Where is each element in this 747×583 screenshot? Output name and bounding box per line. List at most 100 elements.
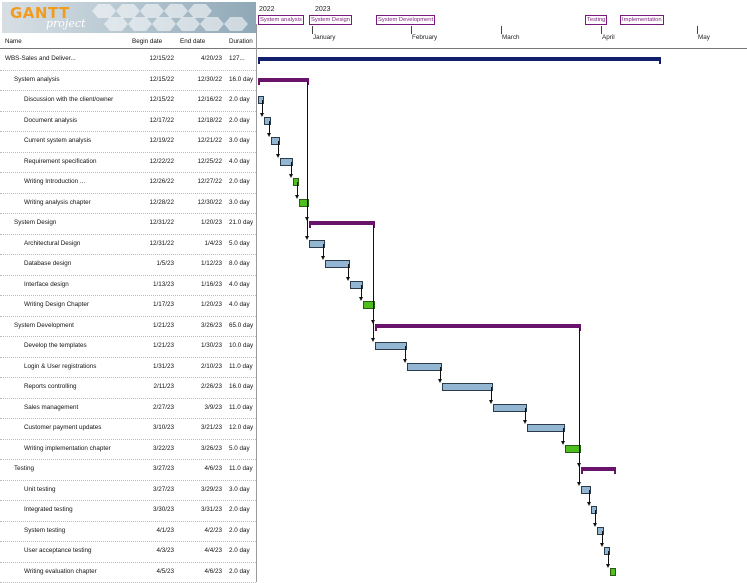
task-row[interactable]: System testing 4/1/23 4/2/23 2.0 day	[0, 521, 256, 542]
task-row[interactable]: User acceptance testing 4/3/23 4/4/23 2.0 d…	[0, 541, 256, 562]
logo-mark: GANTT	[10, 4, 70, 22]
task-end-date: 3/9/23	[204, 403, 222, 411]
milestone-system-development[interactable]: System Development	[376, 15, 436, 25]
task-row[interactable]: Develop the templates 1/21/23 1/30/23 10.0 …	[0, 336, 256, 357]
dependency-connector	[589, 489, 590, 502]
task-row[interactable]: Customer payment updates 3/10/23 3/21/23 12…	[0, 418, 256, 439]
dependency-connector	[525, 407, 526, 420]
phase-summary-bar[interactable]	[581, 467, 617, 474]
task-duration: 11.0 day	[229, 403, 253, 411]
dependency-connector	[373, 225, 374, 320]
task-bar[interactable]	[270, 137, 281, 145]
task-bar[interactable]	[264, 116, 271, 125]
task-name: Writing Design Chapter	[24, 301, 89, 308]
task-row[interactable]: Writing Design Chapter 1/17/23 1/20/23 4.0 …	[0, 295, 256, 316]
task-name: Writing evaluation chapter	[24, 567, 97, 575]
task-name: Writing implementation chapter	[24, 444, 111, 452]
task-row[interactable]: Database design 1/5/23 1/12/23 8.0 day	[0, 254, 256, 275]
task-begin-date: 2/11/23	[153, 383, 174, 390]
task-row[interactable]: Writing Introduction ... 12/26/22 12/27/22…	[0, 172, 256, 193]
milestone-system-analysis[interactable]: System analysis	[258, 15, 304, 25]
task-bar[interactable]	[308, 239, 325, 248]
milestone-testing[interactable]: Testing	[585, 15, 608, 25]
task-begin-date: 3/10/23	[152, 424, 174, 431]
task-begin-date: 3/30/23	[152, 506, 174, 513]
task-bar[interactable]	[280, 157, 293, 166]
task-row[interactable]: Login & User registrations 1/31/23 2/10/23…	[0, 357, 256, 378]
row-separator	[0, 233, 256, 235]
task-row[interactable]: System Design 12/31/22 1/20/23 21.0 day	[0, 213, 256, 234]
dependency-arrow	[289, 174, 293, 178]
task-row[interactable]: Document analysis 12/17/22 12/18/22 2.0 day	[0, 111, 256, 132]
chapter-task-bar[interactable]	[609, 567, 617, 576]
task-row[interactable]: System analysis 12/15/22 12/30/22 16.0 day	[0, 70, 256, 91]
dependency-arrow	[438, 379, 442, 383]
task-name: Sales management	[24, 403, 79, 411]
column-header-end-date[interactable]: End date	[180, 38, 206, 45]
task-row[interactable]: Unit testing 3/27/23 3/29/23 3.0 day	[0, 480, 256, 501]
task-row[interactable]: System Development 1/21/23 3/26/23 65.0 day	[0, 316, 256, 337]
task-row[interactable]: Interface design 1/13/23 1/16/23 4.0 day	[0, 275, 256, 296]
month-label: February	[412, 34, 438, 41]
table-chart-divider[interactable]	[256, 24, 257, 582]
task-duration: 4.0 day	[229, 280, 250, 288]
task-bar[interactable]	[441, 383, 493, 391]
dependency-arrow	[577, 481, 581, 486]
task-row[interactable]: Requirement specification 12/22/22 12/25/2…	[0, 152, 256, 173]
task-row[interactable]: Reports controlling 2/11/23 2/26/23 16.0 da…	[0, 377, 256, 398]
dependency-arrow	[267, 133, 271, 137]
row-separator	[0, 110, 256, 112]
task-duration: 2.0 day	[229, 506, 250, 513]
task-row[interactable]: WBS-Sales and Deliver... 12/15/22 4/20/23 1…	[0, 49, 256, 70]
dependency-connector	[323, 243, 324, 256]
chapter-task-bar[interactable]	[565, 444, 582, 453]
task-bar[interactable]	[324, 260, 350, 268]
task-bar[interactable]	[258, 96, 265, 104]
row-separator	[0, 131, 256, 132]
milestone-system-design[interactable]: System Design	[309, 15, 352, 25]
dependency-connector	[291, 161, 292, 174]
milestone-implementation[interactable]: Implementation	[620, 15, 664, 25]
task-name: Database design	[24, 260, 72, 267]
task-bar[interactable]	[492, 403, 528, 412]
row-separator	[0, 254, 256, 255]
chapter-task-bar[interactable]	[362, 301, 376, 309]
task-row[interactable]: Discussion with the client/owner 12/15/22…	[0, 90, 256, 111]
task-bar[interactable]	[349, 280, 363, 289]
task-row[interactable]: Sales management 2/27/23 3/9/23 11.0 day	[0, 398, 256, 419]
project-summary-bar[interactable]	[258, 57, 661, 64]
task-bar[interactable]	[581, 485, 591, 494]
column-header-name[interactable]: Name	[5, 38, 22, 45]
task-row[interactable]: Testing 3/27/23 4/6/23 11.0 day	[0, 459, 256, 480]
task-name: Current system analysis	[24, 137, 92, 144]
task-duration: 2.0 day	[229, 178, 250, 185]
task-row[interactable]: Integrated testing 3/30/23 3/31/23 2.0 day	[0, 500, 256, 521]
task-bar[interactable]	[406, 362, 442, 371]
chapter-task-bar[interactable]	[292, 178, 300, 186]
task-bar[interactable]	[527, 424, 566, 432]
task-duration: 2.0 day	[229, 547, 250, 554]
task-row[interactable]: Writing analysis chapter 12/28/22 12/30/22…	[0, 193, 256, 214]
task-begin-date: 1/21/23	[152, 342, 174, 349]
task-end-date: 12/30/22	[197, 198, 222, 206]
task-row[interactable]: Writing implementation chapter 3/22/23 3/2…	[0, 439, 256, 460]
task-name: System analysis	[14, 75, 60, 83]
phase-summary-bar[interactable]	[258, 77, 309, 85]
dependency-arrow	[561, 440, 565, 445]
task-bar[interactable]	[603, 547, 610, 555]
phase-summary-bar[interactable]	[375, 323, 582, 331]
task-bar[interactable]	[590, 506, 598, 514]
task-name: Interface design	[24, 280, 69, 288]
phase-summary-bar[interactable]	[308, 221, 376, 228]
column-header-duration[interactable]: Duration	[229, 38, 253, 45]
task-end-date: 1/16/23	[200, 280, 222, 288]
task-row[interactable]: Writing evaluation chapter 4/5/23 4/6/23 2.…	[0, 562, 256, 583]
task-bar[interactable]	[375, 342, 407, 350]
task-row[interactable]: Architectural Design 12/31/22 1/4/23 5.0 da…	[0, 234, 256, 255]
task-row[interactable]: Current system analysis 12/19/22 12/21/22 3…	[0, 131, 256, 152]
task-name: Requirement specification	[24, 157, 97, 165]
chapter-task-bar[interactable]	[299, 198, 309, 207]
task-begin-date: 1/17/23	[152, 301, 174, 308]
column-header-begin-date[interactable]: Begin date	[132, 38, 163, 45]
